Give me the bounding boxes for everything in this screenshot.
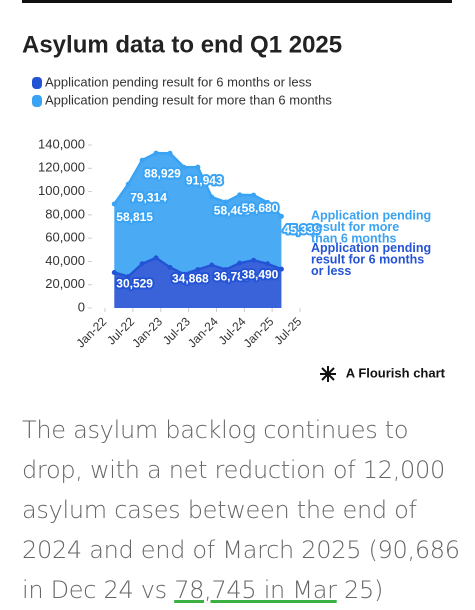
chart: Asylum data to end Q1 2025 A Flourish ch… <box>22 0 452 382</box>
data-label: 79,314 <box>130 190 167 204</box>
point <box>125 274 131 280</box>
point <box>195 267 201 273</box>
article-paragraph: The asylum backlog continues to drop, wi… <box>22 410 462 610</box>
point <box>237 260 243 266</box>
top-rule <box>22 0 452 3</box>
point <box>153 255 159 261</box>
point <box>139 157 145 163</box>
y-tick-label: 60,000 <box>45 230 85 245</box>
chart-title: Asylum data to end Q1 2025 <box>22 31 342 58</box>
y-tick-label: 100,000 <box>38 183 85 198</box>
point <box>251 257 257 263</box>
data-label: 91,943 <box>186 173 223 187</box>
y-tick-label: 80,000 <box>45 206 85 221</box>
y-tick-label: 40,000 <box>45 253 85 268</box>
link[interactable]: 78,745 in Mar <box>174 576 337 604</box>
point <box>167 264 173 270</box>
point <box>195 164 201 170</box>
point <box>153 150 159 156</box>
point <box>209 262 215 268</box>
x-tick-label: Jan-24 <box>185 314 221 350</box>
legend-label: Application pending result for more than… <box>45 92 332 107</box>
point <box>125 181 131 187</box>
data-label: 58,680 <box>242 201 279 215</box>
text: The asylum backlog continues to drop, wi… <box>22 416 460 604</box>
series-end-label: Application pending result for more than 6… <box>311 209 431 246</box>
series-end-label: Application pending result for 6 months or… <box>311 241 431 278</box>
point <box>209 194 215 200</box>
point <box>181 164 187 170</box>
point <box>139 261 145 267</box>
point <box>237 192 243 198</box>
point <box>111 201 117 207</box>
point <box>223 199 229 205</box>
data-label: 38,490 <box>242 267 279 281</box>
text: 25) <box>336 576 384 604</box>
area <box>114 153 282 277</box>
x-tick-label: Jan-25 <box>241 314 277 350</box>
point <box>251 192 257 198</box>
y-tick-label: 0 <box>78 299 85 314</box>
legend-swatch <box>32 95 42 107</box>
legend-label: Application pending result for 6 months … <box>45 74 312 89</box>
y-tick-label: 140,000 <box>38 136 85 151</box>
point <box>265 199 270 205</box>
y-tick-label: 20,000 <box>45 276 85 291</box>
x-tick-label: Jul-25 <box>271 314 304 347</box>
point <box>167 150 173 156</box>
x-tick-label: Jan-22 <box>74 314 110 350</box>
y-tick-label: 120,000 <box>38 160 85 175</box>
point <box>111 269 117 275</box>
data-label: 45,339 <box>283 222 320 236</box>
credit-icon <box>320 366 336 382</box>
x-tick-label: Jan-23 <box>129 314 165 350</box>
data-label: 58,815 <box>116 210 153 224</box>
legend-swatch <box>32 77 42 89</box>
point <box>278 266 284 272</box>
data-label: 36,787 <box>214 269 251 283</box>
credit: A Flourish chart <box>346 365 446 380</box>
area <box>114 257 282 308</box>
data-label: 30,529 <box>116 277 153 291</box>
point <box>278 213 284 219</box>
data-label: 58,465 <box>214 203 251 217</box>
point <box>181 271 187 277</box>
point <box>223 267 229 273</box>
point <box>265 261 270 267</box>
data-label: 34,868 <box>172 272 209 286</box>
data-label: 88,929 <box>144 166 181 180</box>
